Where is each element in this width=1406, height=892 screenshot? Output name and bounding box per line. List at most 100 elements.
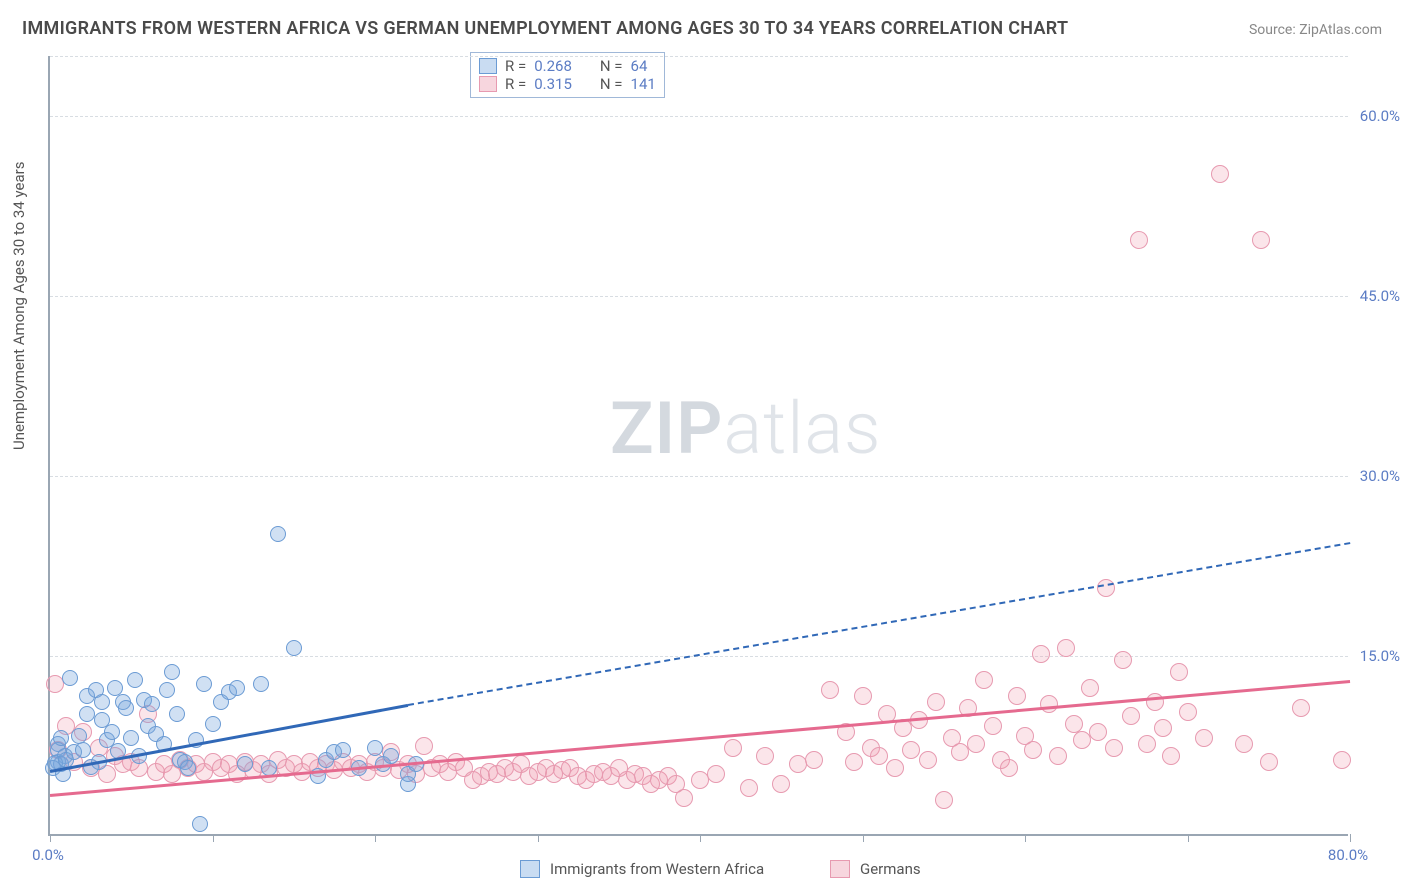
stats-legend-row: R =0.268N =64 [479,57,656,75]
data-point [821,681,839,699]
data-point [1211,165,1229,183]
data-point [1114,651,1132,669]
data-point [854,687,872,705]
data-point [1105,739,1123,757]
data-point [1138,735,1156,753]
data-point [1179,703,1197,721]
data-point [1130,231,1148,249]
data-point [75,742,91,758]
n-value: 141 [631,75,656,93]
data-point [1073,731,1091,749]
legend-item-immigrants: Immigrants from Western Africa [520,860,764,878]
x-tick [700,834,701,842]
stats-legend: R =0.268N =64R =0.315N =141 [470,52,665,98]
legend-swatch [479,58,497,74]
x-tick [863,834,864,842]
data-point [1292,699,1310,717]
y-tick-label: 15.0% [1360,647,1400,665]
x-tick [1350,834,1351,842]
data-point [94,694,110,710]
data-point [180,760,196,776]
data-point [845,753,863,771]
data-point [951,743,969,761]
data-point [169,706,185,722]
r-label: R = [505,75,526,93]
source-attribution: Source: ZipAtlas.com [1249,22,1382,38]
y-axis-label: Unemployment Among Ages 30 to 34 years [10,162,28,450]
y-tick-label: 60.0% [1360,107,1400,125]
data-point [975,671,993,689]
n-label: N = [600,75,623,93]
data-point [935,791,953,809]
data-point [1000,759,1018,777]
n-label: N = [600,57,623,75]
data-point [253,676,269,692]
data-point [205,716,221,732]
data-point [415,737,433,755]
data-point [870,747,888,765]
data-point [707,765,725,783]
data-point [1032,645,1050,663]
x-tick-label: 0.0% [32,846,64,864]
chart-title: IMMIGRANTS FROM WESTERN AFRICA VS GERMAN… [22,18,1068,39]
y-tick-label: 30.0% [1360,467,1400,485]
data-point [1195,729,1213,747]
data-point [1235,735,1253,753]
data-point [1065,715,1083,733]
data-point [118,700,134,716]
data-point [1162,747,1180,765]
gridline [50,656,1348,657]
data-point [1049,747,1067,765]
gridline [50,116,1348,117]
data-point [196,676,212,692]
x-tick [1188,834,1189,842]
data-point [1057,639,1075,657]
data-point [1170,663,1188,681]
data-point [104,724,120,740]
x-tick [375,834,376,842]
data-point [886,759,904,777]
x-tick [1025,834,1026,842]
data-point [1081,679,1099,697]
data-point [927,693,945,711]
data-point [1252,231,1270,249]
legend-item-germans: Germans [830,860,921,878]
data-point [270,526,286,542]
scatter-plot: ZIPatlas R =0.268N =64R =0.315N =141 15.… [48,56,1348,836]
gridline [50,296,1348,297]
data-point [62,670,78,686]
data-point [1154,719,1172,737]
data-point [756,747,774,765]
data-point [367,740,383,756]
data-point [335,742,351,758]
data-point [79,706,95,722]
data-point [286,640,302,656]
data-point [229,680,245,696]
data-point [127,672,143,688]
legend-swatch [830,860,850,878]
r-value: 0.315 [534,75,572,93]
r-value: 0.268 [534,57,572,75]
legend-swatch [479,76,497,92]
x-tick [213,834,214,842]
legend-label: Germans [860,860,921,878]
data-point [192,816,208,832]
data-point [1040,695,1058,713]
data-point [164,664,180,680]
data-point [675,789,693,807]
source-value: ZipAtlas.com [1299,22,1382,38]
data-point [237,756,253,772]
data-point [1097,579,1115,597]
data-point [1024,741,1042,759]
data-point [1008,687,1026,705]
data-point [772,775,790,793]
x-tick-label: 80.0% [1328,846,1368,864]
data-point [984,717,1002,735]
watermark-bold: ZIP [610,386,723,471]
data-point [902,741,920,759]
y-tick-label: 45.0% [1360,287,1400,305]
gridline [50,56,1348,57]
x-tick [538,834,539,842]
data-point [144,696,160,712]
data-point [805,751,823,769]
